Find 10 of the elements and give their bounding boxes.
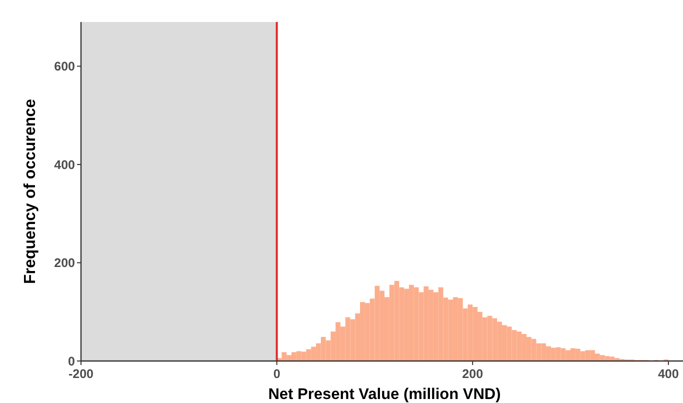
x-tick-label: 400 — [658, 367, 679, 381]
y-axis-title: Frequency of occurence — [22, 98, 39, 284]
x-axis-title: Net Present Value (million VND) — [268, 386, 501, 403]
y-tick-label: 0 — [68, 354, 76, 368]
y-tick-label: 200 — [54, 256, 76, 270]
y-tick-label: 400 — [54, 158, 76, 172]
y-tick-label: 600 — [54, 60, 76, 74]
x-tick-label: 200 — [462, 367, 484, 381]
x-tick-label: -200 — [68, 367, 94, 381]
x-tick-label: 0 — [273, 367, 280, 381]
